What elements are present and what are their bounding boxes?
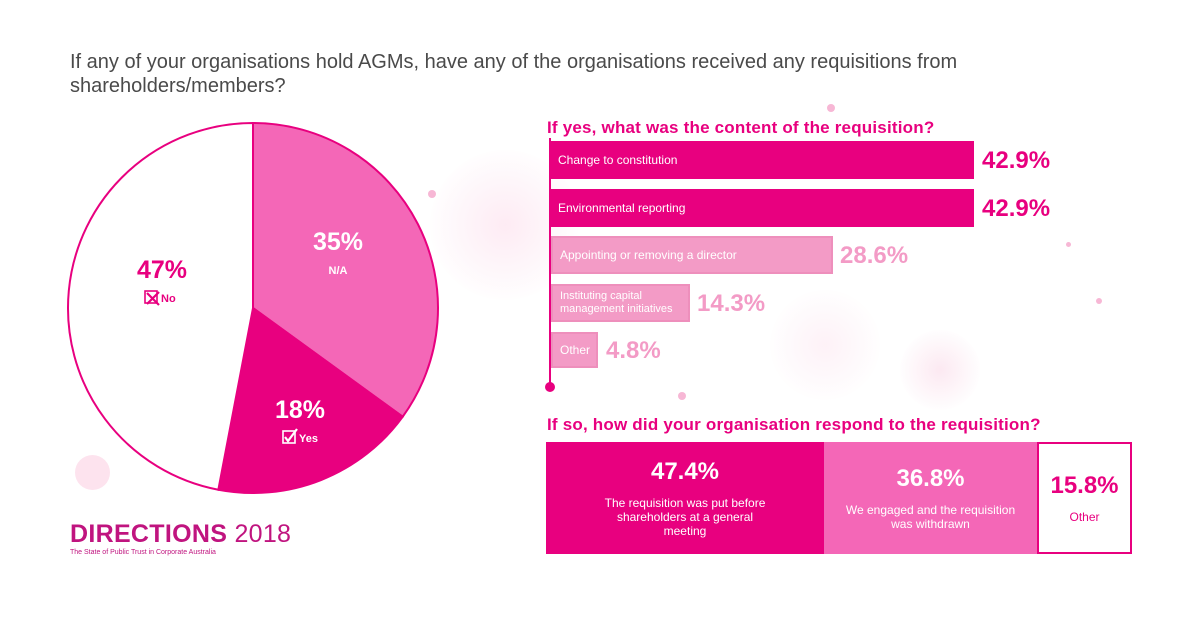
response-label: The requisition was put before sharehold… — [604, 496, 766, 538]
pie-slice-no — [67, 121, 254, 491]
bar-change-to-constitution: Change to constitution — [551, 141, 974, 179]
response-label: We engaged and the requisition was withd… — [845, 503, 1016, 531]
response-value: 47.4% — [650, 458, 720, 485]
bar-value: 4.8% — [606, 337, 661, 364]
bar-label: Environmental reporting — [558, 200, 686, 215]
bar-appointing-director: Appointing or removing a director — [551, 236, 833, 274]
content-chart-title: If yes, what was the content of the requ… — [547, 118, 935, 137]
bar-label: Other — [560, 342, 591, 357]
bar-axis-dot — [545, 382, 555, 392]
bar-axis-line — [549, 138, 551, 388]
bar-other: Other — [551, 332, 598, 368]
response-chart-title: If so, how did your organisation respond… — [547, 415, 1041, 434]
decor-bubble — [900, 330, 980, 410]
decor-bubble — [428, 190, 436, 198]
survey-question: If any of your organisations hold AGMs, … — [70, 51, 958, 97]
pie-category-label: N/A — [329, 265, 348, 277]
bar-environmental-reporting: Environmental reporting — [551, 189, 974, 227]
decor-bubble — [1096, 298, 1102, 304]
bar-capital-management: Instituting capital management initiativ… — [551, 284, 690, 322]
response-put-before-shareholders: 47.4% The requisition was put before sha… — [546, 442, 824, 554]
decor-bubble — [678, 392, 686, 400]
brand-name: DIRECTIONS — [70, 520, 228, 548]
pie-value-label: 47% — [137, 256, 187, 284]
decor-bubble — [770, 290, 880, 400]
decor-bubble — [827, 104, 835, 112]
decor-bubble — [75, 455, 110, 490]
bar-value: 14.3% — [697, 290, 766, 317]
brand-year: 2018 — [234, 520, 292, 548]
bar-value: 42.9% — [982, 147, 1051, 174]
pie-category-label: No — [161, 293, 176, 305]
checkbox-crossed-icon — [144, 290, 160, 306]
bar-label: Change to constitution — [558, 152, 678, 167]
bar-value: 28.6% — [840, 242, 909, 269]
pie-slice-na — [252, 121, 439, 419]
response-engaged-withdrawn: 36.8% We engaged and the requisition was… — [824, 442, 1037, 554]
pie-slice-yes — [217, 306, 405, 494]
decor-bubble — [1066, 242, 1071, 247]
bar-label: Appointing or removing a director — [560, 247, 737, 262]
response-label: Other — [1069, 510, 1100, 524]
checkbox-checked-icon — [282, 428, 298, 444]
response-value: 15.8% — [1050, 472, 1119, 499]
response-value: 36.8% — [896, 465, 965, 492]
pie-value-label: 35% — [313, 228, 363, 256]
pie-value-label: 18% — [275, 396, 325, 424]
bar-value: 42.9% — [982, 195, 1051, 222]
brand-logo: DIRECTIONS 2018 — [70, 520, 291, 549]
brand-tagline: The State of Public Trust in Corporate A… — [70, 549, 216, 556]
response-other: 15.8% Other — [1037, 442, 1132, 554]
bar-label: Instituting capital management initiativ… — [560, 290, 673, 315]
pie-category-label: Yes — [299, 433, 318, 445]
